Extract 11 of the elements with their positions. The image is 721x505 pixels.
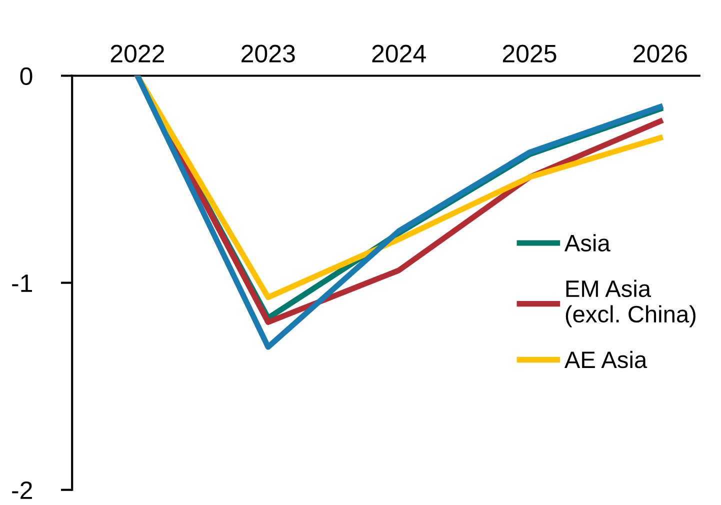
x-tick-label: 2023 bbox=[242, 44, 295, 62]
legend-label: Asia bbox=[564, 234, 610, 252]
legend-label: AE Asia bbox=[564, 350, 648, 368]
x-tick-label: 2025 bbox=[502, 44, 556, 62]
y-tick-label: 0 bbox=[20, 67, 32, 86]
legend-label: EM Asia (excl. China) bbox=[566, 280, 696, 328]
y-tick-label: -1 bbox=[12, 274, 32, 292]
y-tick-label: -2 bbox=[12, 481, 32, 499]
x-tick-label: 2026 bbox=[634, 44, 687, 62]
x-tick-label: 2022 bbox=[110, 44, 164, 62]
x-tick-label: 2024 bbox=[372, 44, 426, 62]
